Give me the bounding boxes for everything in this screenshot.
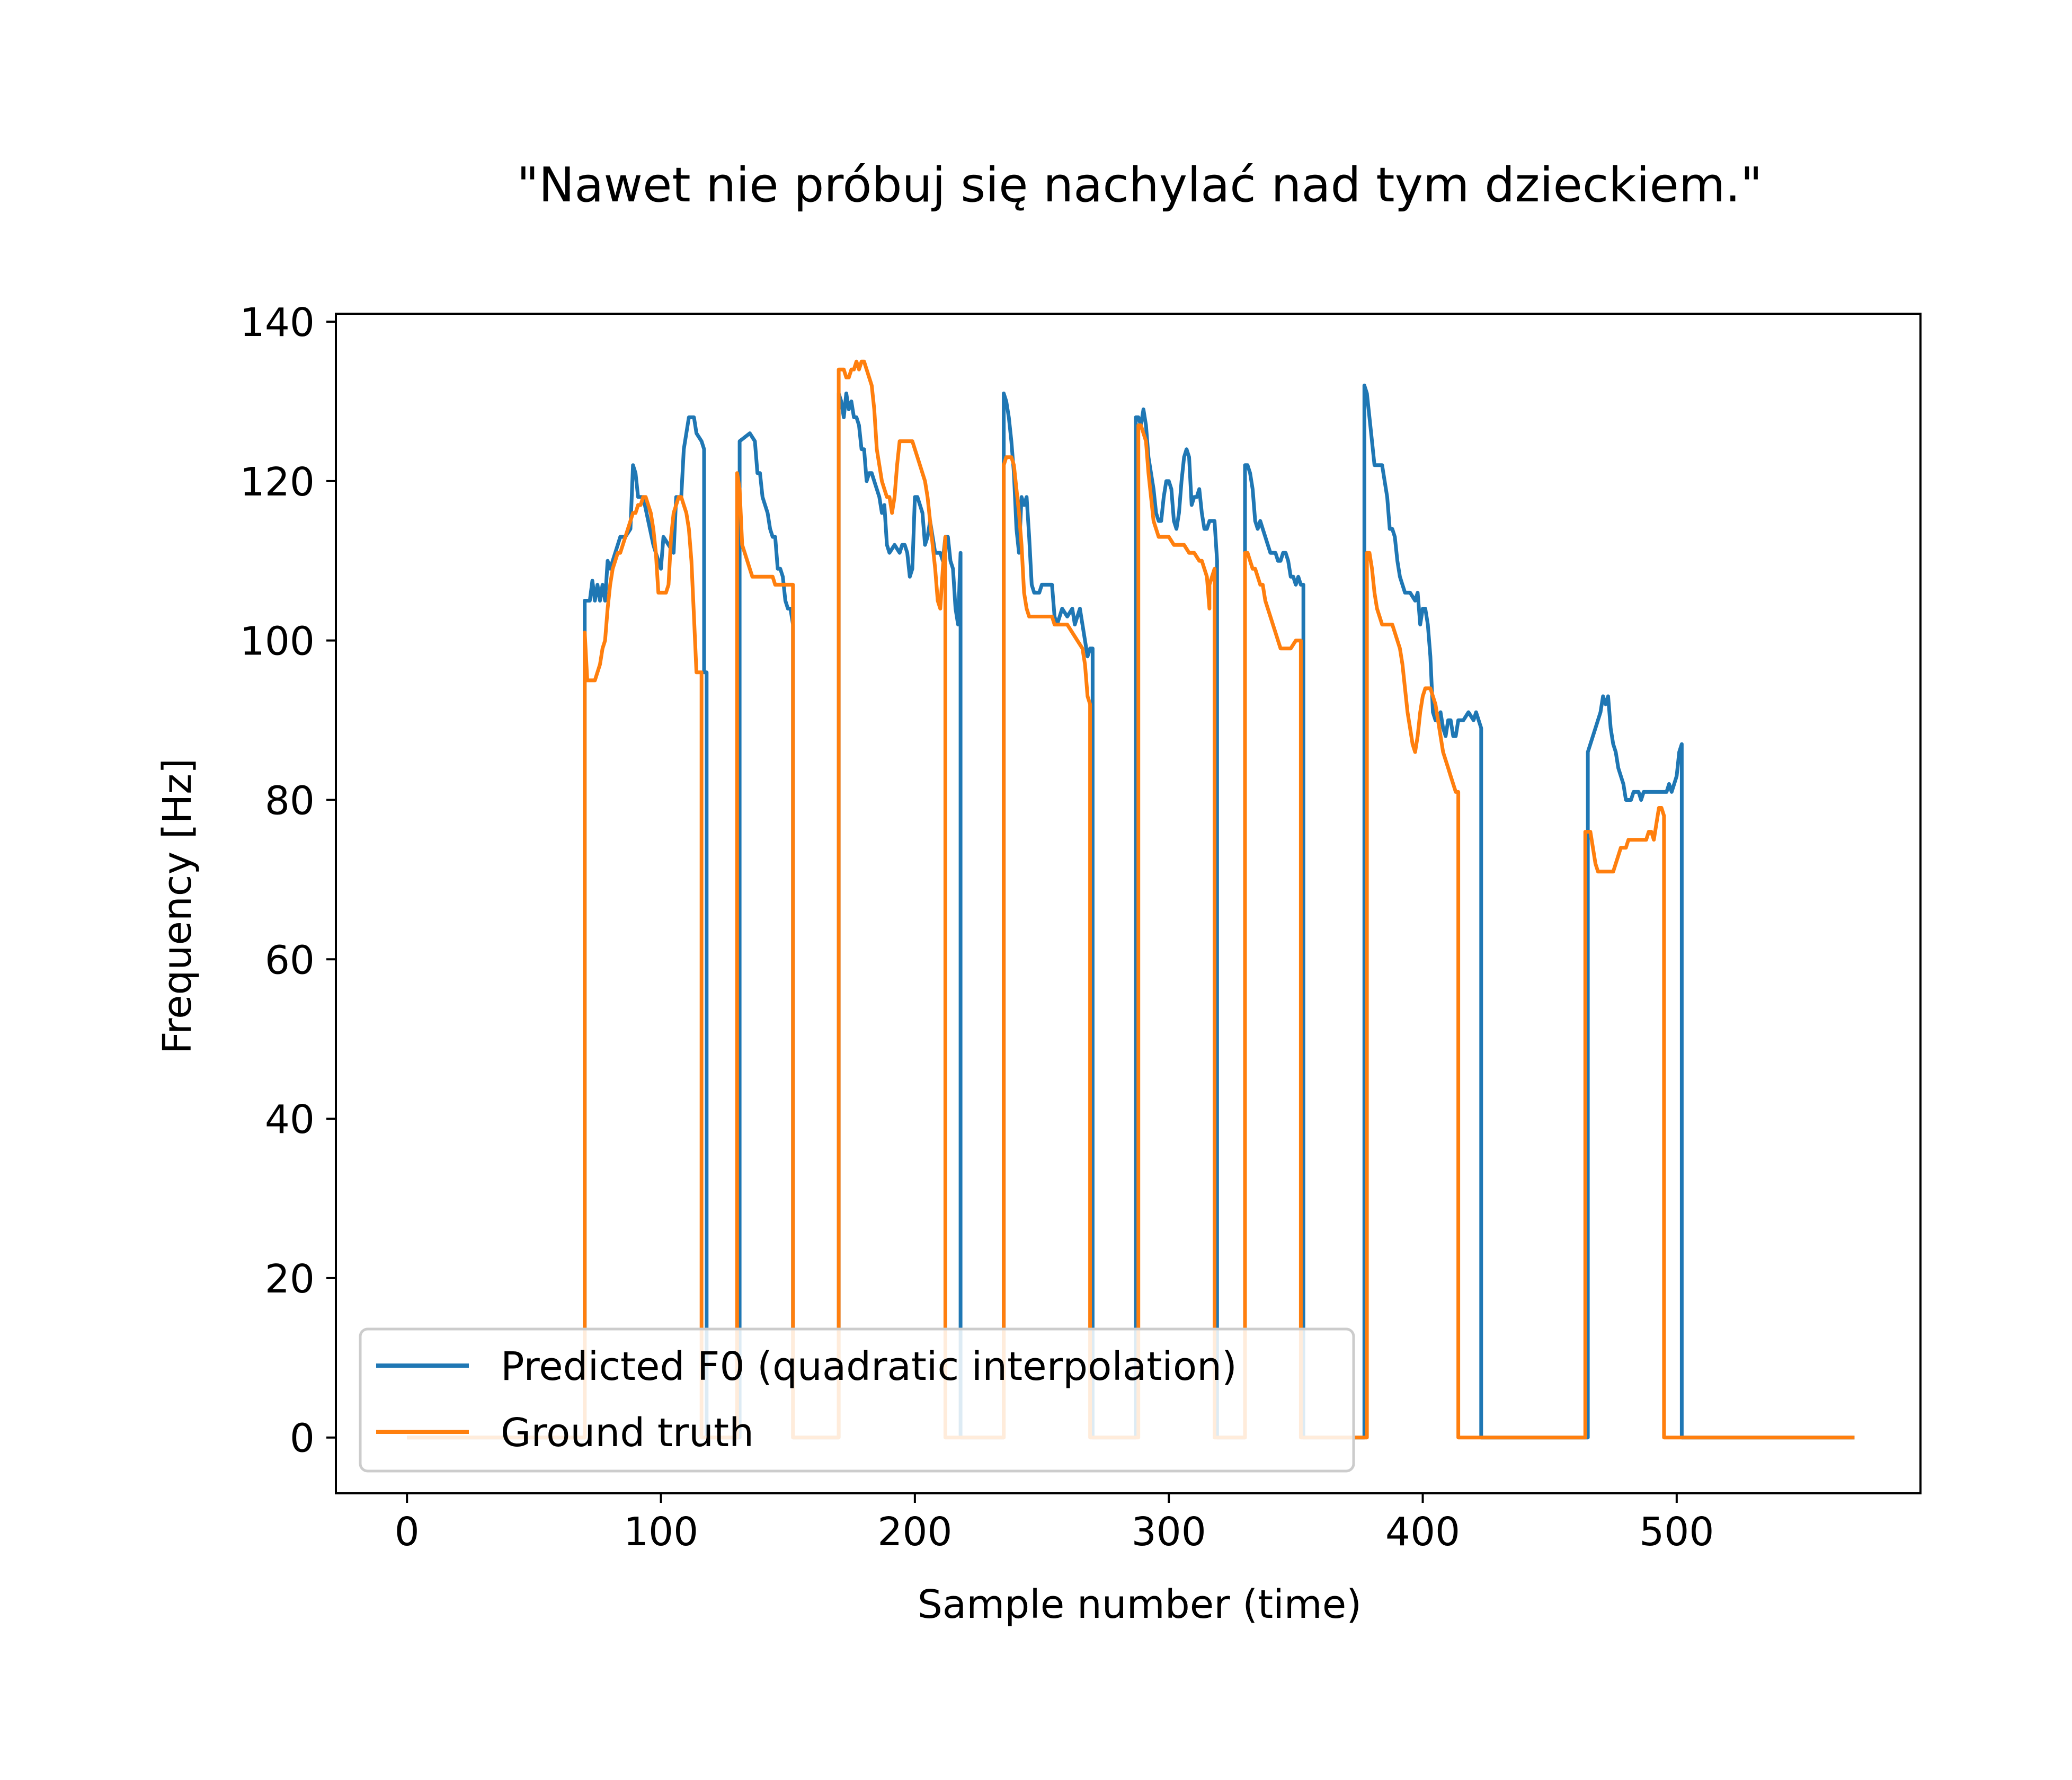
y-tick-label: 20 (265, 1256, 315, 1302)
legend-label-predicted: Predicted F0 (quadratic interpolation) (501, 1344, 1237, 1389)
y-tick-label: 60 (265, 937, 315, 983)
y-axis-label: Frequency [Hz] (155, 758, 200, 1054)
x-tick-label: 200 (877, 1509, 952, 1555)
x-tick-label: 0 (395, 1509, 420, 1555)
y-tick-label: 0 (290, 1416, 315, 1462)
x-tick-label: 100 (624, 1509, 698, 1555)
x-axis-label: Sample number (time) (918, 1582, 1362, 1627)
y-tick-label: 100 (240, 619, 315, 665)
y-axis: 0 20 40 60 80 100 120 140 (240, 300, 336, 1462)
x-tick-label: 300 (1132, 1509, 1206, 1555)
x-tick-label: 500 (1639, 1509, 1714, 1555)
legend: Predicted F0 (quadratic interpolation) G… (359, 1327, 1355, 1473)
y-tick-label: 140 (240, 300, 315, 346)
legend-label-truth: Ground truth (501, 1410, 754, 1456)
chart-title: "Nawet nie próbuj się nachylać nad tym d… (517, 157, 1762, 213)
series-line-truth (407, 359, 1855, 1440)
plot-frame (335, 313, 1922, 1494)
x-tick-label: 400 (1385, 1509, 1460, 1555)
x-axis: 0 100 200 300 400 500 (395, 1493, 1714, 1555)
y-tick-label: 40 (265, 1097, 315, 1143)
y-tick-label: 80 (265, 778, 315, 823)
y-tick-label: 120 (240, 459, 315, 505)
legend-box (359, 1327, 1355, 1473)
